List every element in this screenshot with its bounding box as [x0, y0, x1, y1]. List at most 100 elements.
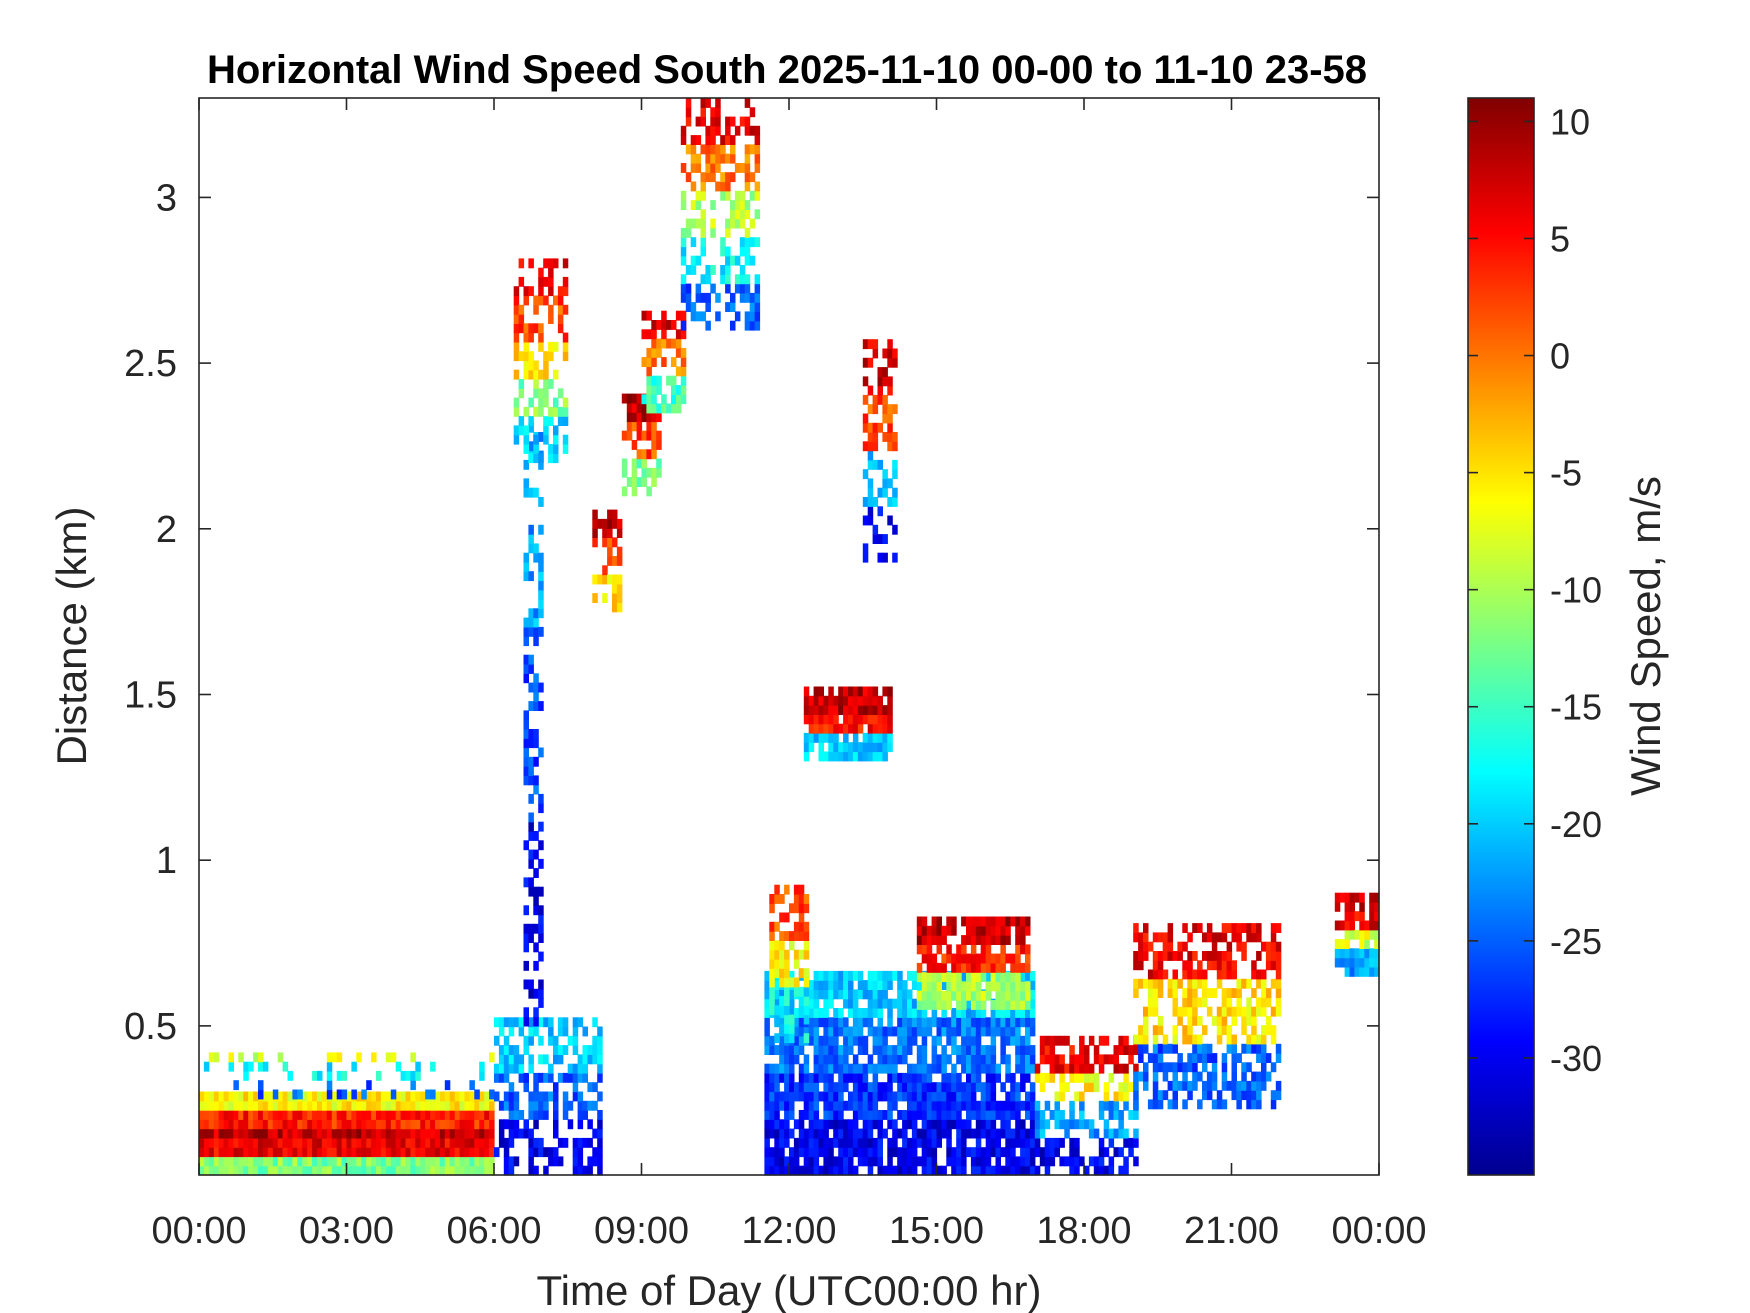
heatmap-cell: [887, 339, 893, 350]
heatmap-cell: [385, 1165, 392, 1176]
heatmap-cell: [990, 916, 997, 927]
heatmap-cell: [1118, 1091, 1124, 1102]
heatmap-cell: [862, 543, 869, 554]
heatmap-cell: [612, 518, 618, 529]
heatmap-cell: [848, 1137, 854, 1148]
heatmap-cell: [966, 1119, 972, 1130]
heatmap-cell: [651, 403, 657, 414]
heatmap-cell: [1172, 1071, 1178, 1082]
heatmap-cell: [430, 1165, 436, 1176]
heatmap-cell: [685, 292, 692, 303]
heatmap-cell: [857, 1137, 864, 1148]
heatmap-cell: [203, 1128, 210, 1139]
heatmap-cell: [749, 292, 756, 303]
heatmap-cell: [218, 1100, 225, 1111]
heatmap-cell: [877, 367, 883, 377]
heatmap-cell: [764, 1110, 770, 1120]
heatmap-cell: [980, 962, 987, 973]
heatmap-cell: [533, 923, 539, 934]
heatmap-cell: [538, 701, 544, 711]
heatmap-cell: [754, 153, 761, 164]
heatmap-cell: [754, 311, 761, 322]
heatmap-cell: [911, 1035, 918, 1046]
heatmap-cell: [848, 1119, 854, 1130]
heatmap-cell: [494, 1035, 500, 1046]
heatmap-cell: [425, 1089, 431, 1100]
heatmap-cell: [523, 617, 529, 628]
heatmap-cell: [828, 714, 834, 725]
heatmap-cell: [882, 1165, 888, 1176]
heatmap-cell: [980, 1082, 987, 1093]
heatmap-cell: [705, 135, 711, 145]
heatmap-cell: [877, 506, 883, 517]
heatmap-cell: [543, 1165, 549, 1176]
heatmap-cell: [970, 972, 977, 983]
heatmap-cell: [592, 1054, 598, 1065]
heatmap-cell: [223, 1137, 230, 1148]
heatmap-cell: [1157, 1062, 1164, 1073]
heatmap-cell: [754, 283, 761, 294]
heatmap-cell: [946, 1128, 952, 1139]
heatmap-cell: [1374, 939, 1380, 949]
heatmap-cell: [410, 1070, 416, 1081]
heatmap-cell: [710, 163, 716, 173]
heatmap-cell: [528, 397, 534, 408]
heatmap-cell: [366, 1100, 372, 1111]
heatmap-cell: [1039, 1072, 1046, 1083]
heatmap-cell: [1128, 1147, 1134, 1158]
heatmap-cell: [307, 1147, 313, 1158]
heatmap-cell: [946, 1072, 952, 1083]
heatmap-cell: [1251, 1043, 1257, 1054]
heatmap-cell: [1187, 1062, 1193, 1073]
heatmap-cell: [626, 430, 633, 441]
heatmap-cell: [1265, 1015, 1272, 1026]
heatmap-cell: [916, 1110, 923, 1120]
heatmap-cell: [739, 237, 746, 248]
heatmap-cell: [489, 1156, 495, 1167]
heatmap-cell: [916, 1000, 923, 1010]
heatmap-cell: [1005, 1137, 1011, 1148]
heatmap-cell: [671, 403, 677, 414]
heatmap-cell: [223, 1091, 230, 1102]
heatmap-cell: [956, 1091, 962, 1102]
heatmap-cell: [798, 894, 805, 904]
heatmap-cell: [734, 274, 741, 285]
heatmap-cell: [803, 751, 810, 762]
heatmap-cell: [1256, 923, 1262, 933]
heatmap-cell: [1167, 988, 1174, 998]
heatmap-cell: [852, 998, 859, 1009]
heatmap-cell: [764, 1147, 770, 1158]
heatmap-cell: [444, 1080, 451, 1091]
heatmap-cell: [902, 998, 908, 1009]
heatmap-cell: [823, 980, 829, 990]
heatmap-cell: [562, 1072, 569, 1083]
heatmap-cell: [1334, 957, 1341, 968]
heatmap-cell: [685, 98, 692, 108]
heatmap-cell: [985, 970, 992, 981]
heatmap-cell: [1054, 1147, 1060, 1158]
heatmap-cell: [823, 1008, 829, 1018]
heatmap-cell: [961, 990, 967, 1001]
heatmap-cell: [902, 1008, 908, 1018]
heatmap-cell: [533, 1016, 539, 1027]
heatmap-cell: [528, 1137, 534, 1148]
heatmap-cell: [1015, 1017, 1021, 1028]
heatmap-cell: [936, 1035, 942, 1046]
heatmap-cell: [970, 1128, 977, 1139]
heatmap-cell: [199, 1091, 205, 1102]
heatmap-cell: [1344, 929, 1351, 940]
heatmap-cell: [1152, 1090, 1159, 1101]
heatmap-cell: [1349, 892, 1355, 903]
heatmap-cell: [1261, 1080, 1267, 1091]
heatmap-cell: [577, 1147, 584, 1158]
heatmap-cell: [538, 323, 544, 334]
heatmap-cell: [213, 1091, 220, 1102]
heatmap-cell: [376, 1165, 382, 1176]
heatmap-cell: [887, 1082, 893, 1093]
heatmap-cell: [616, 593, 623, 603]
heatmap-cell: [892, 1128, 898, 1139]
heatmap-cell: [203, 1110, 210, 1120]
heatmap-cell: [1020, 962, 1026, 973]
heatmap-cell: [626, 477, 633, 487]
heatmap-cell: [656, 467, 662, 478]
